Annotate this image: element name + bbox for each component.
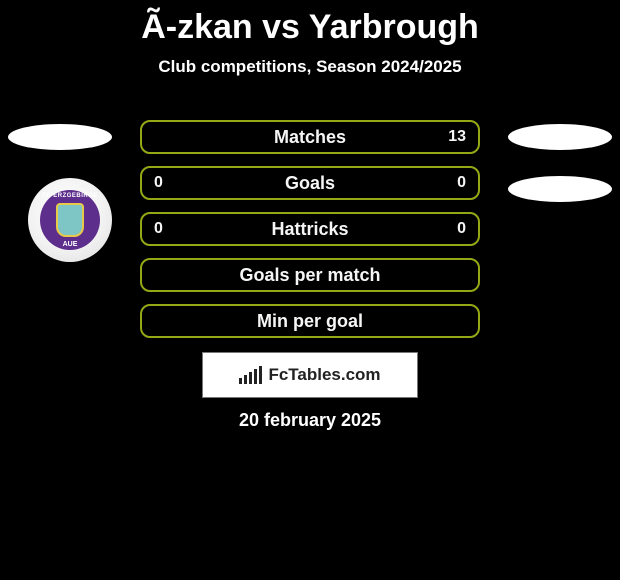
source-logo-text: FcTables.com [268, 365, 380, 385]
stat-left-value: 0 [154, 174, 163, 192]
stat-label: Goals [285, 173, 335, 194]
player-badge-right-2 [508, 176, 612, 202]
stat-row-hattricks: 0 Hattricks 0 [140, 212, 480, 246]
player-badge-right-1 [508, 124, 612, 150]
snapshot-date: 20 february 2025 [0, 410, 620, 431]
club-crest-ring: FC ERZGEBIRGE AUE [40, 190, 100, 250]
player-badge-left [8, 124, 112, 150]
crest-bottom-text: AUE [40, 241, 100, 248]
stat-label: Hattricks [271, 219, 348, 240]
club-crest-shield [56, 203, 84, 237]
stat-label: Min per goal [257, 311, 363, 332]
stat-row-min-per-goal: Min per goal [140, 304, 480, 338]
source-logo: FcTables.com [202, 352, 418, 398]
stat-row-goals-per-match: Goals per match [140, 258, 480, 292]
page-title: Ã-zkan vs Yarbrough [0, 8, 620, 47]
club-crest: FC ERZGEBIRGE AUE [28, 178, 112, 262]
stat-row-goals: 0 Goals 0 [140, 166, 480, 200]
stat-right-value: 13 [448, 128, 466, 146]
page-subtitle: Club competitions, Season 2024/2025 [0, 57, 620, 77]
stats-table: Matches 13 0 Goals 0 0 Hattricks 0 Goals… [140, 120, 480, 350]
stat-label: Goals per match [239, 265, 380, 286]
stat-right-value: 0 [457, 220, 466, 238]
bar-chart-icon [239, 366, 262, 384]
stat-right-value: 0 [457, 174, 466, 192]
crest-top-text: FC ERZGEBIRGE [40, 193, 100, 199]
infographic-root: Ã-zkan vs Yarbrough Club competitions, S… [0, 0, 620, 580]
stat-left-value: 0 [154, 220, 163, 238]
stat-row-matches: Matches 13 [140, 120, 480, 154]
stat-label: Matches [274, 127, 346, 148]
